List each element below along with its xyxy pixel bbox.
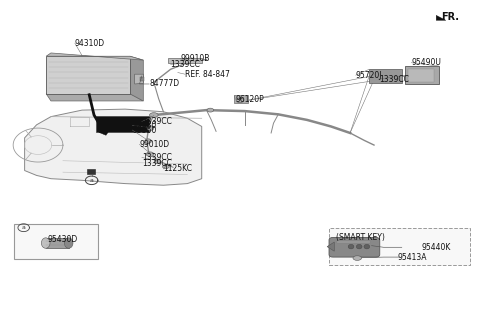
- Ellipse shape: [236, 98, 244, 103]
- Polygon shape: [46, 238, 69, 248]
- Text: a: a: [90, 178, 94, 183]
- Text: 1125KC: 1125KC: [163, 164, 192, 174]
- Polygon shape: [46, 56, 130, 94]
- Polygon shape: [436, 15, 446, 20]
- Ellipse shape: [41, 238, 50, 248]
- Text: 1339CC: 1339CC: [170, 60, 201, 69]
- Polygon shape: [408, 69, 434, 82]
- Polygon shape: [369, 69, 402, 83]
- Polygon shape: [234, 95, 248, 103]
- Text: 99910B: 99910B: [180, 54, 210, 63]
- Text: REF. 84-847: REF. 84-847: [185, 70, 230, 79]
- Ellipse shape: [150, 113, 158, 117]
- Text: 95720J: 95720J: [356, 71, 383, 80]
- Text: 95550: 95550: [132, 126, 156, 134]
- Polygon shape: [46, 94, 144, 101]
- Text: 1339CC: 1339CC: [142, 153, 172, 162]
- Text: a: a: [22, 225, 25, 230]
- Ellipse shape: [145, 139, 152, 143]
- Ellipse shape: [64, 238, 73, 248]
- Polygon shape: [24, 109, 202, 185]
- Text: 99010D: 99010D: [140, 140, 169, 149]
- Text: 95580: 95580: [132, 121, 156, 130]
- Polygon shape: [130, 56, 144, 101]
- Text: 95490U: 95490U: [411, 58, 441, 67]
- Text: 1339CC: 1339CC: [142, 117, 172, 126]
- Text: 95413A: 95413A: [398, 253, 428, 262]
- Ellipse shape: [364, 244, 370, 249]
- Text: (SMART KEY): (SMART KEY): [336, 233, 384, 242]
- Polygon shape: [168, 58, 202, 63]
- Ellipse shape: [162, 165, 169, 169]
- Bar: [14, 224, 98, 259]
- FancyBboxPatch shape: [329, 237, 380, 257]
- Polygon shape: [141, 77, 144, 81]
- Text: 84777D: 84777D: [149, 79, 179, 89]
- Ellipse shape: [348, 244, 354, 249]
- Text: 95440K: 95440K: [422, 243, 451, 252]
- Polygon shape: [46, 53, 144, 60]
- Polygon shape: [405, 66, 439, 84]
- Text: FR.: FR.: [441, 12, 459, 22]
- Text: 1339CC: 1339CC: [379, 74, 408, 84]
- Polygon shape: [96, 116, 149, 132]
- Polygon shape: [135, 74, 144, 84]
- Ellipse shape: [155, 159, 161, 164]
- Ellipse shape: [146, 152, 154, 156]
- Polygon shape: [87, 169, 96, 174]
- Polygon shape: [336, 241, 370, 243]
- Ellipse shape: [207, 108, 214, 112]
- Text: 95430D: 95430D: [48, 235, 78, 244]
- Text: 1339CC: 1339CC: [142, 159, 172, 169]
- Bar: [328, 228, 470, 265]
- Text: 96120P: 96120P: [235, 95, 264, 104]
- Ellipse shape: [147, 126, 154, 130]
- Polygon shape: [327, 242, 334, 251]
- Ellipse shape: [356, 244, 362, 249]
- Text: 94310D: 94310D: [75, 39, 105, 48]
- Polygon shape: [99, 130, 110, 135]
- Ellipse shape: [353, 256, 361, 260]
